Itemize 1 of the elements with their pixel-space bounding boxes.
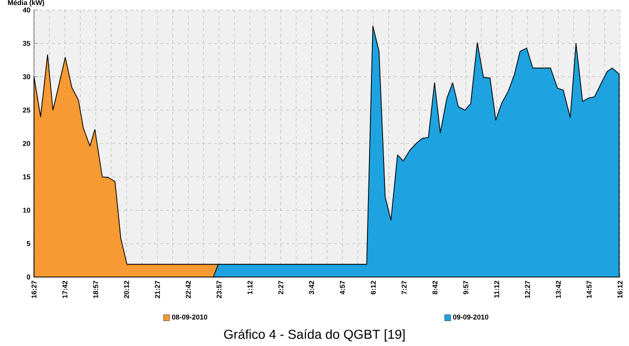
text: Gráfico 4 - Saída do QGBT [19] xyxy=(224,329,405,342)
